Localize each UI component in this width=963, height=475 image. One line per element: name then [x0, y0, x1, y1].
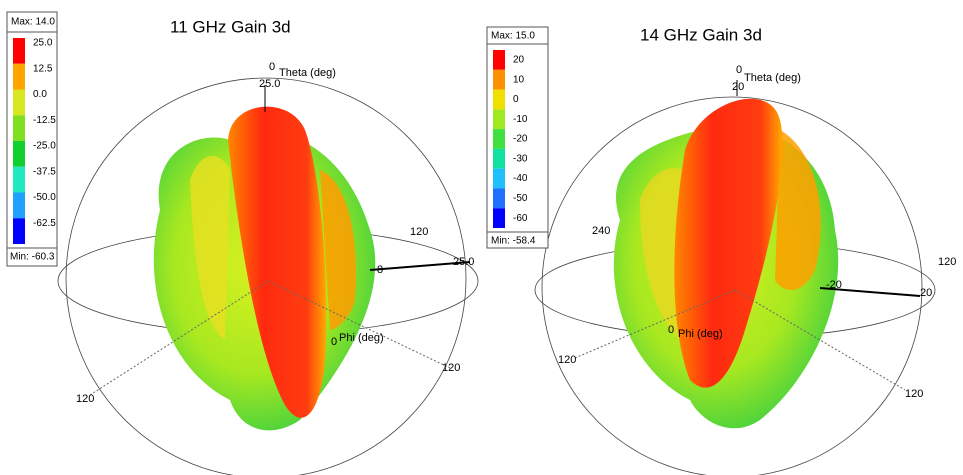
legend-label: 12.5: [33, 63, 53, 74]
legend-swatch: [493, 129, 505, 149]
axis-label: 120: [558, 354, 576, 366]
legend-2: Max: 15.0 Min: -58.4 20 10 0 -10 -20 -30 -40 -5…: [487, 27, 548, 248]
axis-label: 240: [592, 225, 610, 237]
legend-swatch: [13, 115, 25, 141]
legend-label: -50: [513, 193, 528, 204]
axis-label: -20: [826, 279, 842, 291]
axis-label: 0: [736, 64, 742, 76]
legend-label: 0.0: [33, 89, 47, 100]
axis-label: 120: [76, 393, 94, 405]
legend-label: 0: [513, 94, 519, 105]
legend-label: -10: [513, 114, 528, 125]
legend-swatch: [13, 167, 25, 193]
legend-swatch: [493, 50, 505, 70]
pattern-1: [58, 78, 478, 475]
legend-label: 20: [513, 55, 525, 66]
legend-swatch: [493, 169, 505, 189]
legend-label: -37.5: [33, 166, 56, 177]
legend-swatch: [493, 188, 505, 208]
axis-label: 0: [668, 324, 674, 336]
legend-label: -25.0: [33, 141, 56, 152]
legend-swatch: [13, 64, 25, 90]
legend-swatch: [13, 218, 25, 244]
legend-swatch: [493, 90, 505, 110]
legend-swatch: [493, 149, 505, 169]
legend-swatch: [13, 193, 25, 219]
legend-label: -12.5: [33, 115, 56, 126]
legend-label: -20: [513, 134, 528, 145]
axis-label: 25.0: [259, 78, 280, 90]
axis-label: 8: [377, 264, 383, 276]
legend-swatch: [13, 90, 25, 116]
legend-min: Min: -58.4: [491, 236, 536, 247]
legend-label: -60: [513, 213, 528, 224]
axis-label: 20: [732, 81, 744, 93]
axis-label: 120: [905, 388, 923, 400]
legend-swatch: [493, 208, 505, 228]
axis-label: 0: [269, 61, 275, 73]
axis-label: 0: [331, 336, 337, 348]
legend-label: 25.0: [33, 38, 53, 49]
legend-label: 10: [513, 74, 525, 85]
axis-label: Phi (deg): [339, 332, 384, 344]
legend-label: -50.0: [33, 192, 56, 203]
axis-label: 120: [410, 226, 428, 238]
axis-label: Theta (deg): [744, 72, 801, 84]
axis-label: Phi (deg): [678, 328, 723, 340]
plot-title: 11 GHz Gain 3d: [170, 17, 291, 36]
legend-swatch: [493, 70, 505, 90]
legend-1: Max: 14.0 Min: -60.3 25.0 12.5 0.0 -12.5 -25…: [7, 12, 57, 266]
plot-title: 14 GHz Gain 3d: [640, 25, 762, 44]
axis-label: 25.0: [453, 256, 474, 268]
pattern-2: [535, 80, 935, 475]
axis-label: 20: [920, 287, 932, 299]
legend-max: Max: 15.0: [491, 31, 535, 42]
axis-label: 120: [938, 256, 956, 268]
legend-swatch: [493, 109, 505, 129]
legend-swatch: [13, 38, 25, 64]
legend-label: -40: [513, 173, 528, 184]
axis-label: Theta (deg): [279, 67, 336, 79]
legend-label: -62.5: [33, 218, 56, 229]
page: Max: 14.0 Min: -60.3 25.0 12.5 0.0 -12.5 -25…: [0, 0, 963, 475]
legend-min: Min: -60.3: [10, 252, 55, 263]
legend-label: -30: [513, 153, 528, 164]
legend-max: Max: 14.0: [11, 17, 55, 28]
legend-swatch: [13, 141, 25, 167]
axis-label: 120: [442, 362, 460, 374]
